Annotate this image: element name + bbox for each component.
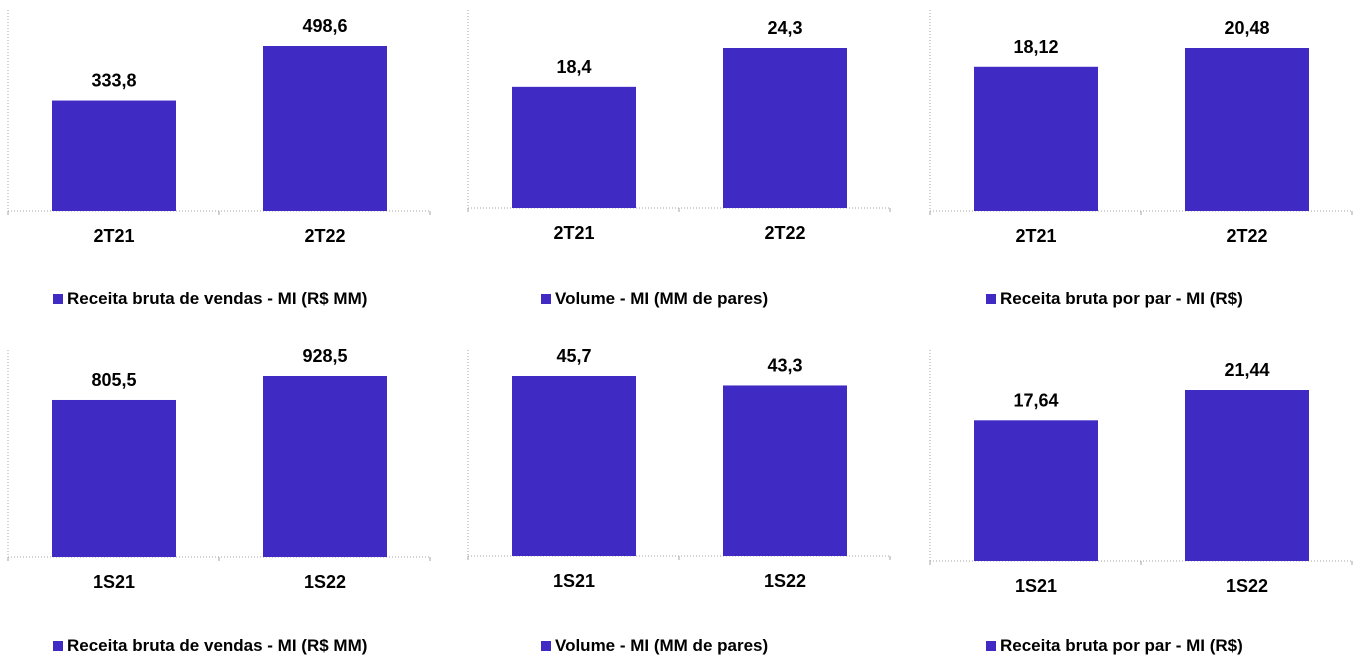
data-label: 20,48 — [1224, 18, 1269, 38]
chart-receita-par-2t: 18,12 2T21 20,48 2T22 — [922, 0, 1357, 260]
legend-label: Volume - MI (MM de pares) — [555, 636, 769, 655]
category-label: 1S22 — [764, 571, 806, 591]
chart-volume-1s: 45,7 1S21 43,3 1S22 — [460, 340, 900, 605]
category-label: 2T21 — [93, 226, 134, 246]
data-label: 928,5 — [302, 346, 347, 366]
legend-swatch — [53, 294, 63, 304]
chart-volume-2t: 18,4 2T21 24,3 2T22 — [460, 0, 900, 260]
category-label: 1S21 — [553, 571, 595, 591]
category-label: 1S21 — [93, 572, 135, 592]
data-label: 24,3 — [767, 18, 802, 38]
legend-receita-par-2t: Receita bruta por par - MI (R$) — [986, 289, 1243, 309]
category-label: 2T21 — [553, 223, 594, 243]
legend-label: Receita bruta por par - MI (R$) — [1000, 289, 1243, 308]
legend-label: Receita bruta de vendas - MI (R$ MM) — [67, 289, 368, 308]
chart-receita-2t: 333,8 2T21 498,6 2T22 — [0, 0, 440, 260]
category-label: 1S22 — [1226, 576, 1268, 596]
category-label: 2T22 — [1226, 226, 1267, 246]
bar — [1185, 390, 1309, 561]
data-label: 805,5 — [91, 370, 136, 390]
chart-svg: 805,5 1S21 928,5 1S22 — [7, 346, 431, 592]
legend-receita-1s: Receita bruta de vendas - MI (R$ MM) — [53, 636, 367, 656]
bar — [723, 385, 847, 556]
bar — [263, 376, 387, 557]
chart-receita-1s: 805,5 1S21 928,5 1S22 — [0, 340, 440, 605]
bar — [723, 48, 847, 208]
bar — [263, 46, 387, 211]
data-label: 45,7 — [556, 346, 591, 366]
chart-receita-par-1s: 17,64 1S21 21,44 1S22 — [922, 340, 1357, 605]
legend-receita-par-1s: Receita bruta por par - MI (R$) — [986, 636, 1243, 656]
legend-swatch — [53, 641, 63, 651]
data-label: 43,3 — [767, 355, 802, 375]
data-label: 498,6 — [302, 16, 347, 36]
legend-swatch — [986, 641, 996, 651]
chart-svg: 17,64 1S21 21,44 1S22 — [929, 350, 1353, 596]
legend-swatch — [541, 641, 551, 651]
category-label: 1S21 — [1015, 576, 1057, 596]
bar — [1185, 48, 1309, 211]
legend-volume-1s: Volume - MI (MM de pares) — [541, 636, 768, 656]
legend-volume-2t: Volume - MI (MM de pares) — [541, 289, 768, 309]
category-label: 2T21 — [1015, 226, 1056, 246]
data-label: 18,4 — [556, 57, 591, 77]
chart-svg: 333,8 2T21 498,6 2T22 — [7, 10, 431, 246]
chart-svg: 18,12 2T21 20,48 2T22 — [929, 10, 1353, 246]
bar — [52, 399, 176, 557]
category-label: 2T22 — [304, 226, 345, 246]
data-label: 18,12 — [1013, 37, 1058, 57]
legend-label: Volume - MI (MM de pares) — [555, 289, 769, 308]
chart-svg: 18,4 2T21 24,3 2T22 — [467, 10, 891, 243]
legend-label: Receita bruta por par - MI (R$) — [1000, 636, 1243, 655]
legend-label: Receita bruta de vendas - MI (R$ MM) — [67, 636, 368, 655]
legend-swatch — [986, 294, 996, 304]
bar — [974, 420, 1098, 561]
data-label: 333,8 — [91, 71, 136, 91]
category-label: 2T22 — [764, 223, 805, 243]
data-label: 21,44 — [1224, 360, 1269, 380]
bar — [974, 66, 1098, 211]
bar — [512, 376, 636, 556]
legend-receita-2t: Receita bruta de vendas - MI (R$ MM) — [53, 289, 367, 309]
bar — [52, 100, 176, 211]
chart-svg: 45,7 1S21 43,3 1S22 — [467, 346, 891, 591]
bar — [512, 86, 636, 208]
legend-swatch — [541, 294, 551, 304]
category-label: 1S22 — [304, 572, 346, 592]
data-label: 17,64 — [1013, 390, 1058, 410]
